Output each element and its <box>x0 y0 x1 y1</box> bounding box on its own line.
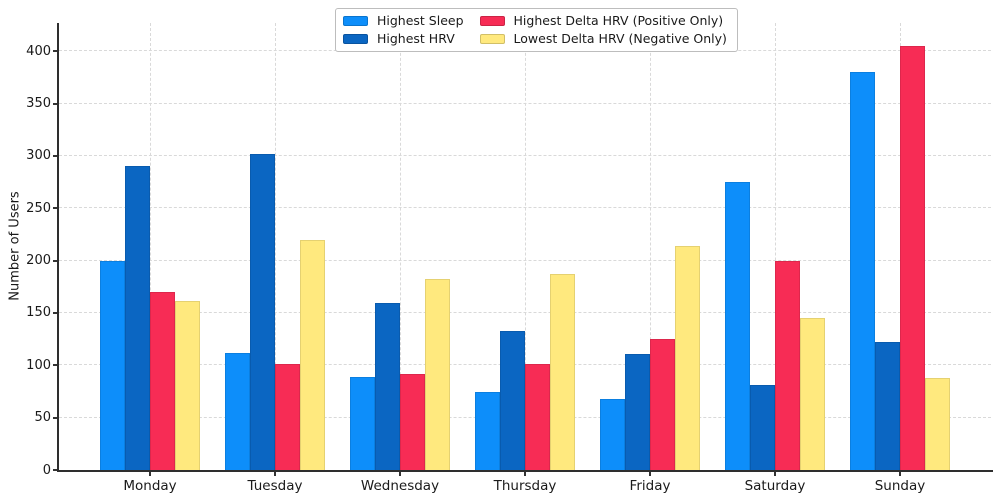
legend-label: Highest Delta HRV (Positive Only) <box>513 13 724 28</box>
legend-swatch-icon <box>343 34 368 44</box>
legend-item-lowest-delta-hrv-negative: Lowest Delta HRV (Negative Only) <box>479 31 727 47</box>
x-tick-label: Monday <box>123 478 177 494</box>
bar-lowest-delta-hrv-negative-only-friday <box>675 245 700 470</box>
x-tick-mark <box>399 472 401 476</box>
x-tick-mark <box>774 472 776 476</box>
y-tick-label: 100 <box>26 357 51 373</box>
bar-highest-delta-hrv-positive-only-saturday <box>775 260 800 470</box>
legend: Highest Sleep Highest HRV Highest Delta … <box>335 8 738 52</box>
bar-highest-hrv-wednesday <box>375 302 400 470</box>
y-tick-mark <box>53 259 57 262</box>
x-tick-mark <box>274 472 276 476</box>
legend-item-highest-delta-hrv-positive: Highest Delta HRV (Positive Only) <box>479 13 727 29</box>
legend-item-highest-hrv: Highest HRV <box>343 31 464 47</box>
x-tick-mark <box>524 472 526 476</box>
y-tick-label: 250 <box>26 200 51 216</box>
y-tick-label: 0 <box>42 462 51 478</box>
bar-highest-sleep-saturday <box>725 182 750 470</box>
bar-lowest-delta-hrv-negative-only-monday <box>175 301 200 470</box>
y-tick-mark <box>53 311 57 314</box>
bar-lowest-delta-hrv-negative-only-tuesday <box>300 239 325 470</box>
y-tick-mark <box>53 102 57 105</box>
x-tick-label: Friday <box>629 478 671 494</box>
bar-highest-hrv-tuesday <box>250 153 275 470</box>
y-tick-label: 50 <box>34 410 51 426</box>
bar-highest-delta-hrv-positive-only-friday <box>650 339 675 470</box>
legend-label: Lowest Delta HRV (Negative Only) <box>513 31 727 46</box>
bar-highest-sleep-friday <box>600 398 625 470</box>
y-tick-mark <box>53 416 57 419</box>
y-tick-label: 400 <box>26 43 51 59</box>
bar-highest-hrv-friday <box>625 353 650 470</box>
bar-highest-sleep-sunday <box>850 72 875 470</box>
bar-highest-sleep-wednesday <box>350 376 375 470</box>
y-tick-mark <box>53 364 57 367</box>
gridline-vertical <box>400 23 401 470</box>
x-tick-mark <box>899 472 901 476</box>
legend-label: Highest HRV <box>377 31 455 46</box>
x-tick-mark <box>649 472 651 476</box>
gridline-vertical <box>525 23 526 470</box>
bar-lowest-delta-hrv-negative-only-wednesday <box>425 279 450 470</box>
bar-highest-sleep-thursday <box>475 391 500 470</box>
bar-highest-delta-hrv-positive-only-thursday <box>525 364 550 470</box>
legend-swatch-icon <box>479 34 505 44</box>
legend-swatch-icon <box>343 16 368 26</box>
x-tick-mark <box>149 472 151 476</box>
gridline-vertical <box>650 23 651 470</box>
gridline-vertical <box>775 23 776 470</box>
bar-highest-delta-hrv-positive-only-monday <box>150 292 175 470</box>
x-axis-spine <box>57 470 993 472</box>
y-tick-mark <box>53 469 57 471</box>
bar-highest-hrv-monday <box>125 166 150 470</box>
y-tick-label: 350 <box>26 96 51 112</box>
x-tick-label: Wednesday <box>360 478 440 494</box>
bar-lowest-delta-hrv-negative-only-saturday <box>800 318 825 470</box>
y-tick-mark <box>53 207 57 210</box>
legend-label: Highest Sleep <box>377 13 464 28</box>
y-tick-label: 300 <box>26 148 51 164</box>
bar-highest-delta-hrv-positive-only-wednesday <box>400 373 425 470</box>
bar-highest-hrv-sunday <box>875 342 900 470</box>
legend-item-highest-sleep: Highest Sleep <box>343 13 464 29</box>
y-tick-label: 200 <box>26 253 51 269</box>
bar-highest-delta-hrv-positive-only-tuesday <box>275 364 300 470</box>
y-tick-mark <box>53 50 57 53</box>
bar-lowest-delta-hrv-negative-only-sunday <box>925 377 950 470</box>
legend-swatch-icon <box>479 16 505 26</box>
bar-highest-hrv-thursday <box>500 330 525 470</box>
bar-lowest-delta-hrv-negative-only-thursday <box>550 274 575 470</box>
bar-highest-hrv-saturday <box>750 385 775 470</box>
x-tick-label: Thursday <box>493 478 557 494</box>
y-tick-label: 150 <box>26 305 51 321</box>
x-tick-label: Saturday <box>744 478 806 494</box>
y-axis-spine <box>57 23 59 472</box>
bar-highest-sleep-monday <box>100 260 125 470</box>
bar-highest-delta-hrv-positive-only-sunday <box>900 46 925 470</box>
bar-highest-sleep-tuesday <box>225 352 250 470</box>
gridline-vertical <box>150 23 151 470</box>
x-tick-label: Tuesday <box>247 478 303 494</box>
gridline-vertical <box>275 23 276 470</box>
y-tick-mark <box>53 154 57 157</box>
x-tick-label: Sunday <box>874 478 926 494</box>
plot-area <box>59 23 991 470</box>
